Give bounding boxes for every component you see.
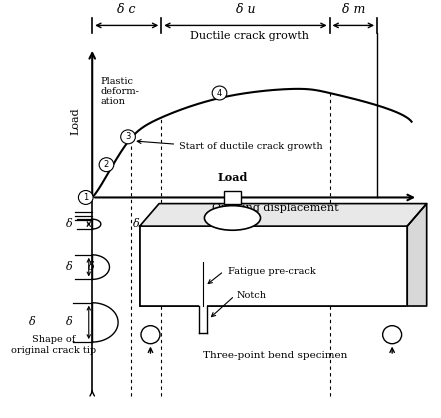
Bar [198,305,207,333]
Text: δ m: δ m [342,3,365,16]
Text: 4: 4 [217,89,222,97]
Circle shape [121,130,135,144]
Text: 1: 1 [83,193,88,202]
Text: 3: 3 [125,133,131,141]
Text: δ: δ [88,262,94,272]
Bar [140,226,407,306]
Text: Load: Load [217,172,248,183]
Polygon shape [407,204,426,306]
Circle shape [383,326,402,344]
Text: Load: Load [70,108,80,135]
Ellipse shape [205,206,261,230]
Text: Ductile crack growth: Ductile crack growth [190,31,309,41]
Polygon shape [140,204,426,226]
Circle shape [141,326,160,344]
Text: Notch: Notch [237,291,267,300]
Text: δ c: δ c [117,3,136,16]
Text: δ: δ [66,219,73,229]
Circle shape [78,191,93,204]
Bar [224,191,241,204]
Circle shape [99,158,114,172]
Text: Plastic
deform-
ation: Plastic deform- ation [101,76,140,107]
Text: Start of ductile crack growth: Start of ductile crack growth [179,142,322,151]
Text: δ: δ [30,317,36,327]
Bar [140,226,407,306]
Text: 2: 2 [104,160,109,169]
Text: Three-point bend specimen: Three-point bend specimen [203,351,348,359]
Text: δ: δ [66,317,73,327]
Text: δ u: δ u [235,3,255,16]
Circle shape [212,86,227,100]
Text: Shape of
original crack tip: Shape of original crack tip [11,335,96,354]
Text: Fatigue pre-crack: Fatigue pre-crack [228,267,316,276]
Text: δ: δ [133,219,140,229]
Text: δ: δ [66,262,73,272]
Text: Opening displacement: Opening displacement [212,203,339,213]
